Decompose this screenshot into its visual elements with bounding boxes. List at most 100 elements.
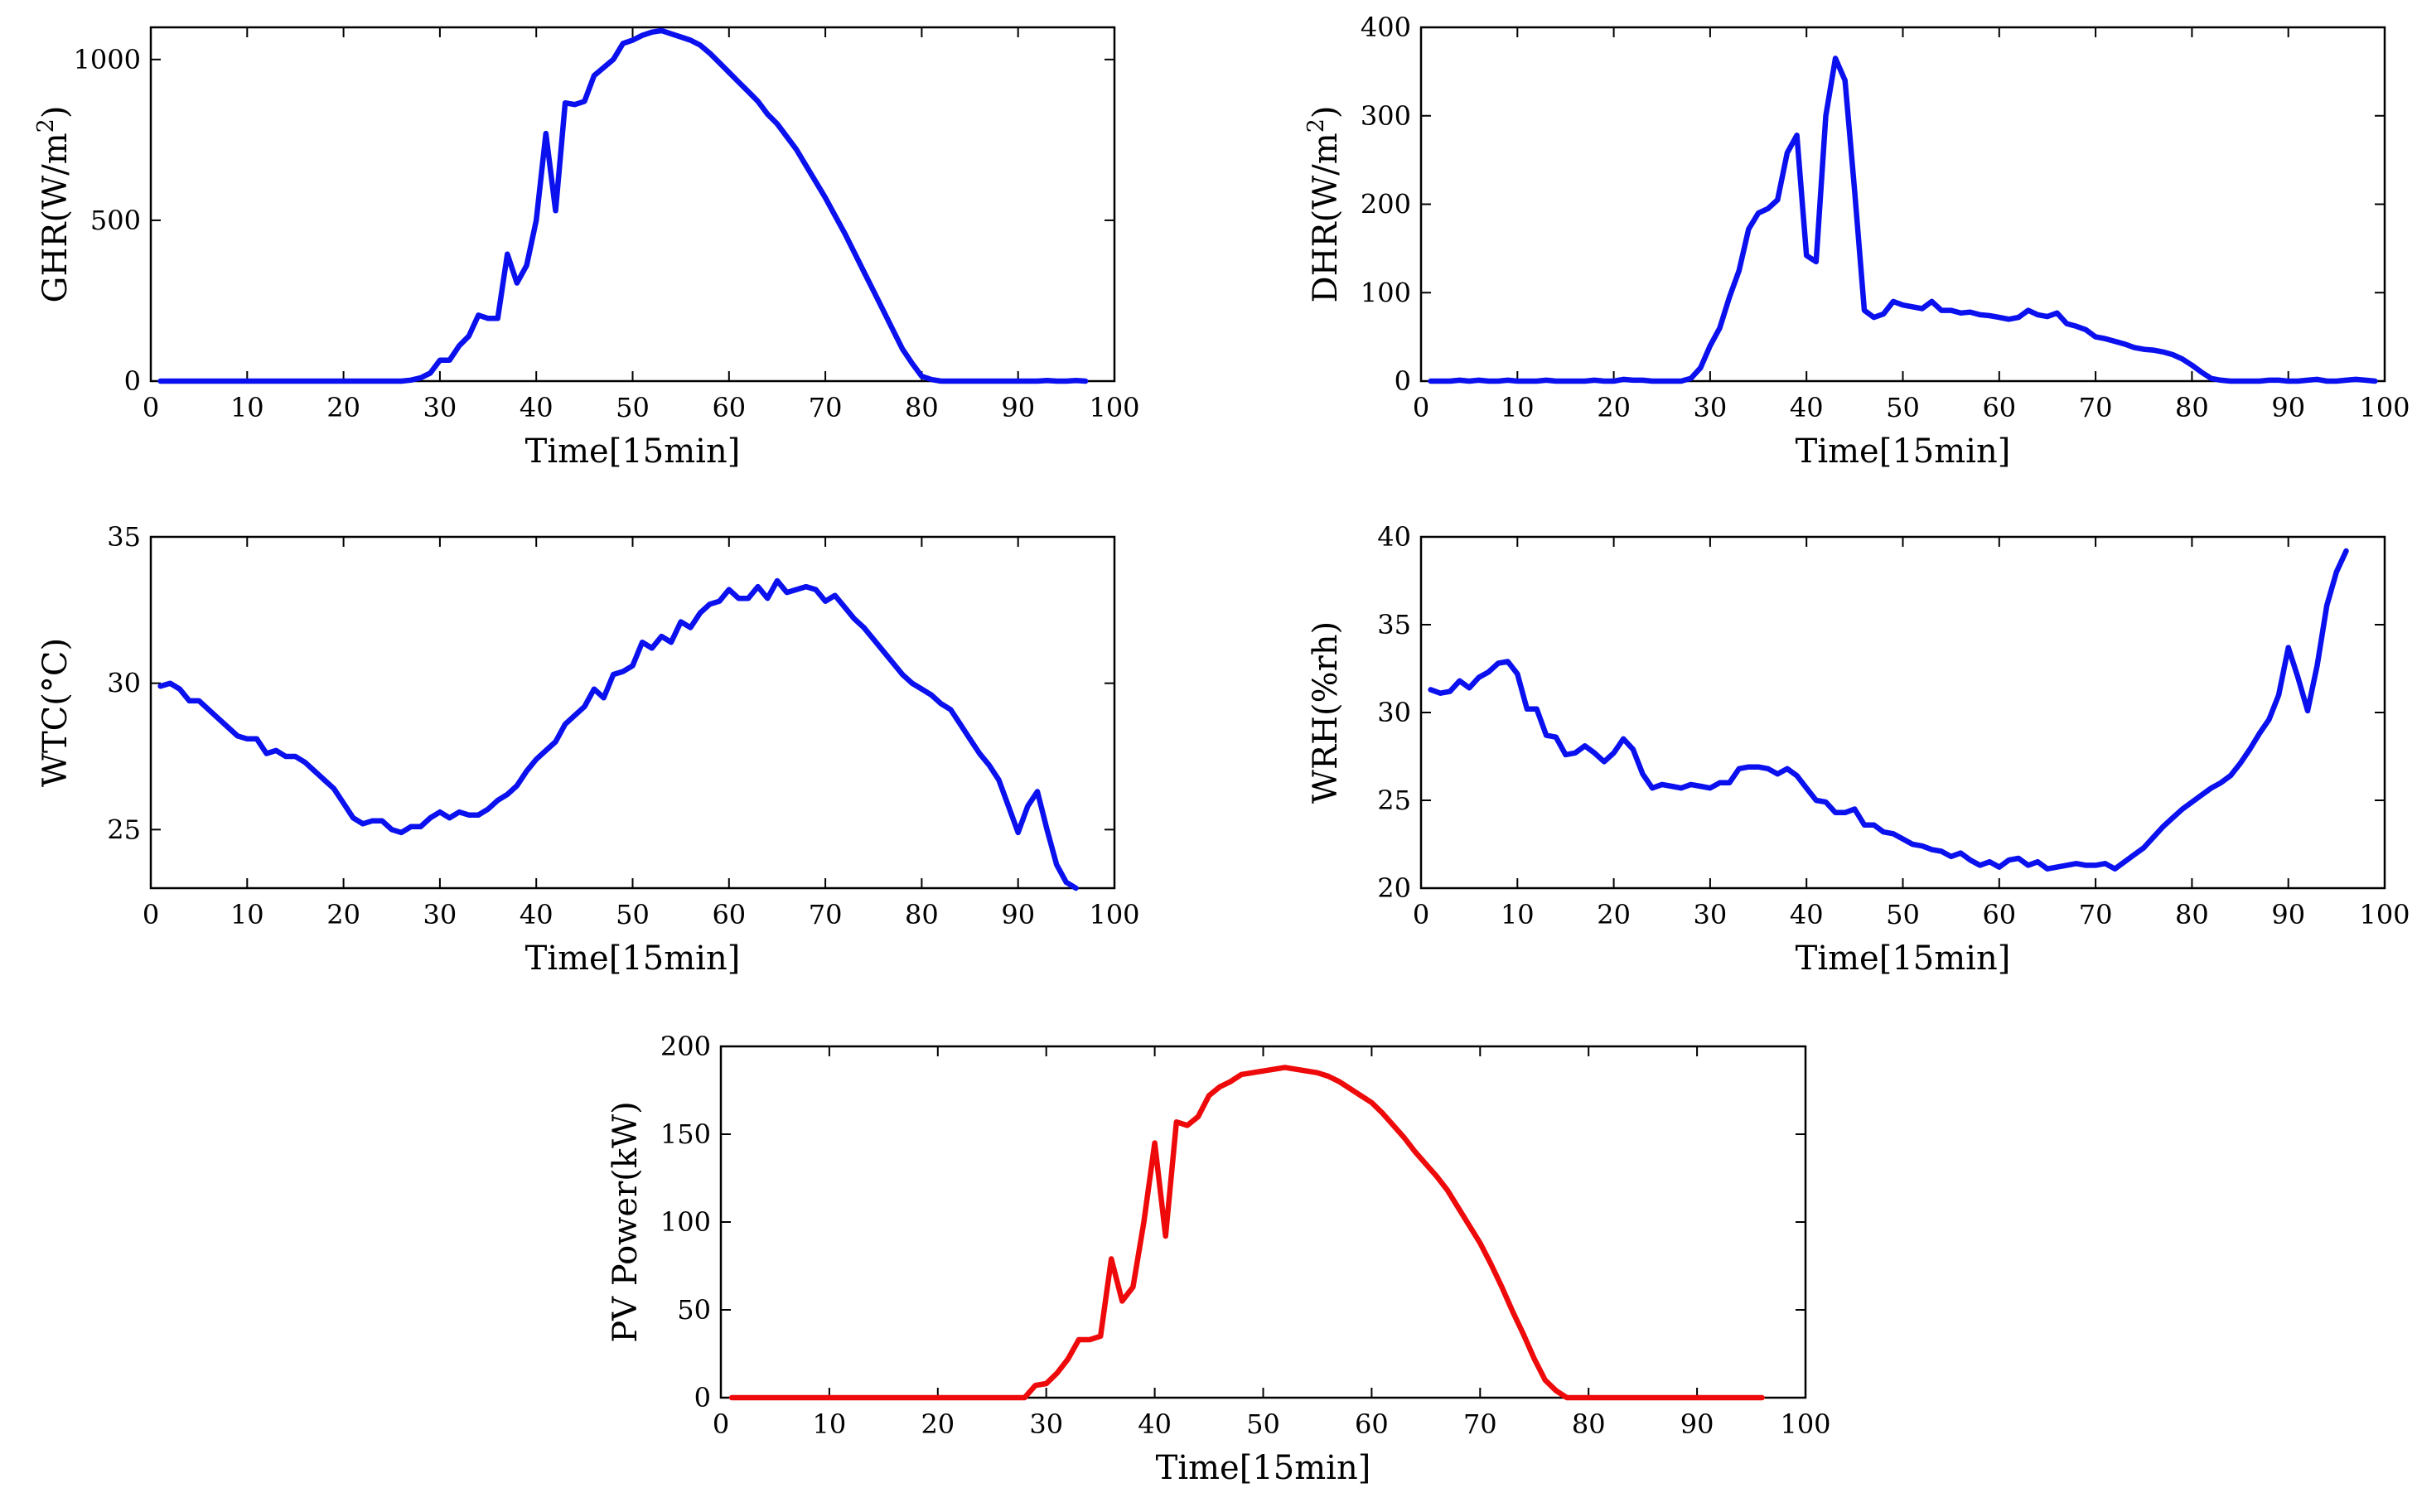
x-tick-label: 30 (423, 899, 457, 930)
y-tick-label: 0 (1395, 365, 1411, 397)
y-axis-label: DHR(W/m2) (1303, 106, 1345, 303)
x-tick-label: 20 (1597, 392, 1631, 423)
x-tick-label: 60 (1355, 1408, 1389, 1440)
plot-frame (1419, 535, 2386, 890)
x-tick-label: 80 (2175, 392, 2209, 423)
plot-frame (149, 26, 1116, 383)
y-tick-label: 100 (660, 1206, 711, 1238)
series-line-dhr (1428, 56, 2378, 384)
x-tick-label: 40 (520, 392, 553, 423)
x-tick-label: 50 (616, 392, 650, 423)
x-tick-label: 50 (1886, 899, 1920, 930)
x-tick-label: 30 (1694, 392, 1728, 423)
y-tick-label: 25 (107, 814, 141, 845)
series-line-ghr (157, 27, 1089, 384)
x-axis-label: Time[15min] (1796, 432, 2011, 471)
y-tick-label: 25 (1377, 785, 1411, 816)
x-tick-label: 70 (2079, 899, 2113, 930)
y-axis-label: WRH(%rh) (1307, 621, 1345, 804)
x-tick-label: 0 (1413, 899, 1429, 930)
x-tick-label: 40 (1790, 899, 1824, 930)
y-tick-label: 500 (90, 205, 141, 236)
x-tick-label: 20 (326, 392, 360, 423)
y-tick-label: 100 (1361, 277, 1411, 308)
x-axis-label: Time[15min] (525, 432, 741, 471)
x-tick-label: 10 (1501, 899, 1535, 930)
x-tick-label: 20 (326, 899, 360, 930)
x-tick-label: 70 (1463, 1408, 1497, 1440)
series-line-wtc (157, 577, 1079, 891)
x-tick-label: 80 (905, 392, 939, 423)
plot-frame (149, 535, 1116, 890)
x-tick-label: 90 (1001, 899, 1035, 930)
x-tick-label: 20 (1597, 899, 1631, 930)
chart-wrh: 0 10 20 30 40 50 60 70 80 90 100 20 25 30 35 40 Time[15m… (1307, 521, 2410, 978)
y-tick-label: 0 (694, 1382, 711, 1413)
y-tick-label: 150 (660, 1118, 711, 1150)
x-tick-label: 10 (230, 392, 264, 423)
x-tick-label: 70 (2079, 392, 2113, 423)
x-tick-label: 10 (230, 899, 264, 930)
series-line-pv (728, 1065, 1765, 1401)
x-tick-label: 0 (713, 1408, 729, 1440)
plot-frame (1419, 26, 2386, 383)
y-tick-label: 35 (107, 521, 141, 553)
y-axis-label: GHR(W/m2) (33, 106, 75, 303)
x-tick-label: 100 (2359, 899, 2410, 930)
x-tick-label: 40 (520, 899, 553, 930)
x-tick-label: 90 (1680, 1408, 1714, 1440)
x-tick-label: 80 (2175, 899, 2209, 930)
x-tick-label: 70 (809, 392, 843, 423)
x-tick-label: 90 (1001, 392, 1035, 423)
chart-pv: 0 10 20 30 40 50 60 70 80 90 100 0 50 100 150 200 Time[1… (607, 1031, 1831, 1487)
x-tick-label: 50 (1246, 1408, 1280, 1440)
x-tick-label: 80 (1572, 1408, 1606, 1440)
chart-ghr: 0 10 20 30 40 50 60 70 80 90 10005001000Time[15min… (33, 26, 1140, 471)
x-tick-label: 90 (2271, 899, 2305, 930)
y-tick-label: 0 (124, 365, 141, 397)
x-tick-label: 60 (1982, 392, 2016, 423)
x-tick-label: 40 (1790, 392, 1824, 423)
y-tick-label: 35 (1377, 609, 1411, 640)
x-tick-label: 70 (809, 899, 843, 930)
x-tick-label: 40 (1138, 1408, 1172, 1440)
x-tick-label: 100 (1089, 899, 1139, 930)
x-tick-label: 10 (1501, 392, 1535, 423)
y-tick-label: 400 (1361, 12, 1411, 43)
chart-wtc: 0 10 20 30 40 50 60 70 80 90 100 25 30 35 Time[15min] W… (36, 521, 1140, 978)
x-axis-label: Time[15min] (1156, 1449, 1371, 1487)
chart-dhr: 0 10 20 30 40 50 60 70 80 90 100 0 100 200 300 400 Time[… (1303, 12, 2410, 471)
x-tick-label: 100 (1089, 392, 1139, 423)
x-tick-label: 100 (2359, 392, 2410, 423)
y-tick-label: 30 (1377, 697, 1411, 728)
x-tick-label: 30 (1029, 1408, 1063, 1440)
x-tick-label: 30 (423, 392, 457, 423)
x-axis-label: Time[15min] (1796, 940, 2011, 978)
x-tick-label: 60 (712, 392, 746, 423)
y-tick-label: 30 (107, 668, 141, 699)
x-tick-label: 100 (1780, 1408, 1830, 1440)
y-axis-label: WTC(°C) (36, 638, 75, 787)
y-tick-label: 1000 (74, 44, 141, 75)
y-tick-label: 300 (1361, 100, 1411, 132)
y-tick-label: 50 (677, 1294, 711, 1326)
y-tick-label: 20 (1377, 872, 1411, 904)
x-tick-label: 20 (921, 1408, 955, 1440)
x-tick-label: 0 (1413, 392, 1429, 423)
x-tick-label: 10 (813, 1408, 847, 1440)
x-tick-label: 0 (143, 899, 159, 930)
y-tick-label: 200 (660, 1031, 711, 1062)
y-tick-label: 40 (1377, 521, 1411, 553)
x-tick-label: 90 (2271, 392, 2305, 423)
series-line-wrh (1428, 548, 2349, 872)
x-axis-label: Time[15min] (525, 940, 741, 978)
y-axis-label: PV Power(kW) (607, 1101, 645, 1342)
x-tick-label: 60 (1982, 899, 2016, 930)
x-tick-label: 50 (1886, 392, 1920, 423)
x-tick-label: 80 (905, 899, 939, 930)
x-tick-label: 0 (143, 392, 159, 423)
x-tick-label: 50 (616, 899, 650, 930)
x-tick-label: 30 (1694, 899, 1728, 930)
plot-frame (719, 1045, 1807, 1399)
